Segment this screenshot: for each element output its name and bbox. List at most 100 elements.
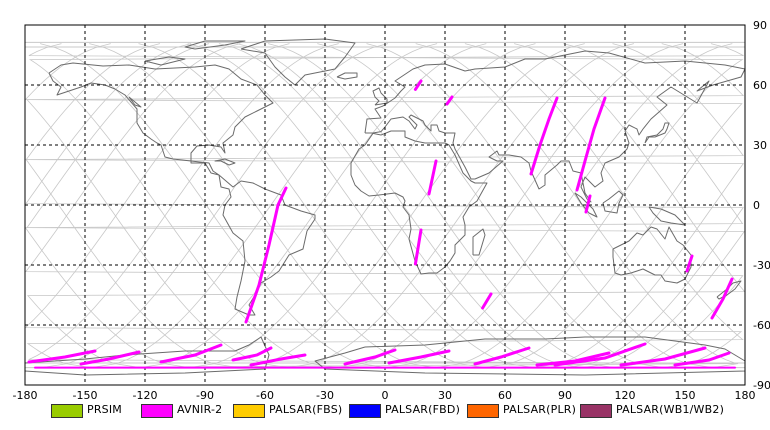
legend-swatch: [233, 404, 265, 418]
avnir2-strip: [343, 348, 397, 366]
avnir2-strip: [413, 228, 423, 266]
orbit-track: [24, 43, 744, 368]
coastline: [574, 192, 598, 218]
lon-tick-label: -150: [73, 389, 98, 400]
avnir2-strip: [244, 186, 288, 324]
orbit-track: [28, 43, 744, 368]
legend-label: PALSAR(WB1/WB2): [616, 403, 725, 416]
coastline: [602, 190, 624, 214]
orbit-track: [41, 43, 737, 368]
orbit-track: [89, 43, 436, 368]
legend-swatch: [467, 404, 499, 418]
lon-tick-label: -120: [133, 389, 158, 400]
avnir2-strip: [79, 350, 141, 366]
lon-tick-label: 30: [438, 389, 452, 400]
coastlines: [24, 38, 746, 376]
orbit-track: [24, 43, 743, 368]
orbit-track: [25, 43, 745, 368]
coastline: [364, 50, 746, 203]
lon-tick-label: 0: [382, 389, 389, 400]
orbit-track: [25, 43, 744, 368]
lat-tick-label: -90: [753, 379, 770, 392]
lat-tick-label: 0: [753, 199, 760, 212]
lat-tick-label: -30: [753, 259, 770, 272]
graticule: [25, 25, 745, 385]
coastline: [24, 336, 270, 376]
coastline: [128, 96, 142, 108]
avnir2-strip: [159, 343, 223, 364]
avnir2-strip: [249, 353, 307, 367]
lat-tick-label: -60: [753, 319, 770, 332]
legend-label: PALSAR(FBD): [385, 403, 461, 416]
observation-strips: [27, 79, 736, 369]
lon-tick-label: 180: [735, 389, 756, 400]
lon-tick-label: 60: [498, 389, 512, 400]
avnir2-strip: [481, 292, 493, 310]
longitude-labels: -180 -150 -120 -90 -60 -30 0 30 60 90 120 150 180: [13, 389, 756, 400]
avnir2-strip: [231, 346, 273, 362]
lon-tick-label: 90: [558, 389, 572, 400]
orbit-track: [27, 43, 746, 368]
legend-swatch: [141, 404, 173, 418]
orbit-track: [287, 43, 635, 368]
coastline: [48, 62, 316, 316]
lat-tick-label: 30: [753, 139, 767, 152]
orbit-track: [39, 43, 387, 368]
orbit-track: [238, 43, 585, 368]
latitude-labels: 90 60 30 0 -30 -60 -90: [753, 19, 770, 392]
avnir2-strip: [584, 194, 592, 214]
legend: PRSIM AVNIR-2 PALSAR(FBS) PALSAR(FBD) PA…: [0, 400, 770, 422]
legend-swatch: [580, 404, 612, 418]
avnir2-strip: [413, 79, 423, 91]
orbit-track: [24, 43, 743, 368]
lon-tick-label: -30: [316, 389, 334, 400]
avnir2-strip: [387, 349, 451, 365]
orbit-track: [138, 43, 485, 368]
avnir2-strip: [445, 95, 454, 106]
coastline: [612, 226, 692, 284]
legend-label: PRSIM: [87, 403, 122, 416]
avnir2-strip: [553, 342, 647, 367]
avnir2-strip: [673, 351, 731, 367]
coastline: [314, 336, 746, 376]
orbit-track: [41, 43, 389, 368]
coastline: [240, 38, 356, 86]
avnir2-strip: [473, 346, 531, 366]
coastline: [350, 130, 488, 275]
avnir2-strip: [685, 254, 694, 273]
lon-tick-label: 150: [675, 389, 696, 400]
coastline: [214, 158, 236, 166]
orbit-track: [28, 43, 739, 368]
legend-label: PALSAR(PLR): [503, 403, 577, 416]
orbit-track: [187, 43, 534, 368]
coastline: [372, 87, 388, 106]
avnir2-strip: [575, 96, 607, 192]
avnir2-strip: [619, 346, 707, 367]
lat-tick-label: 60: [753, 79, 767, 92]
lon-tick-label: 120: [615, 389, 636, 400]
avnir2-strip: [529, 96, 559, 176]
legend-label: PALSAR(FBS): [269, 403, 343, 416]
coastline: [644, 122, 670, 144]
avnir2-strip: [27, 349, 97, 364]
coastline: [648, 206, 686, 226]
avnir2-strip: [427, 159, 438, 196]
legend-swatch: [349, 404, 381, 418]
lat-tick-label: 90: [753, 19, 767, 32]
orbit-track: [24, 43, 744, 368]
orbit-track: [28, 43, 744, 368]
coastline: [336, 72, 358, 80]
orbit-track: [26, 43, 745, 368]
coastline: [144, 56, 186, 66]
avnir2-strip: [710, 277, 734, 320]
map-frame: [24, 24, 746, 386]
coastline: [472, 228, 486, 256]
coastline: [184, 40, 246, 50]
orbit-track: [386, 43, 733, 368]
legend-label: AVNIR-2: [177, 403, 223, 416]
orbit-track: [336, 43, 684, 368]
coverage-map: -180 -150 -120 -90 -60 -30 0 30 60 90 120 150 180 90…: [13, 19, 770, 400]
legend-swatch: [51, 404, 83, 418]
lon-tick-label: -60: [256, 389, 274, 400]
lon-tick-label: -90: [196, 389, 214, 400]
